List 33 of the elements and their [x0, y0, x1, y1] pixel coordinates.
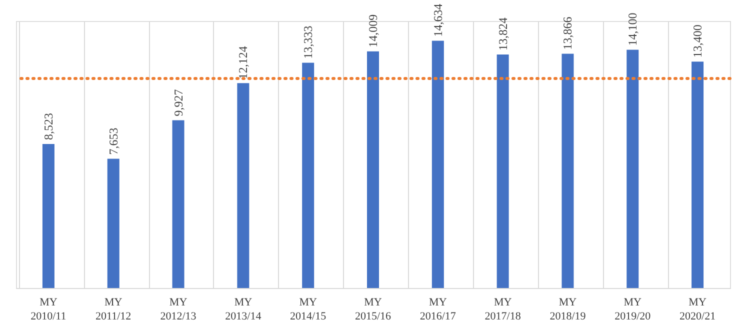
- x-tick-label: MY 2020/21: [680, 296, 716, 322]
- x-tick-label: MY 2014/15: [290, 296, 327, 322]
- bar: [42, 144, 54, 288]
- data-label: 14,009: [366, 14, 380, 48]
- x-tick-label: MY 2010/11: [30, 296, 66, 322]
- data-label: 12,124: [236, 46, 250, 80]
- bar: [172, 120, 184, 288]
- bar: [496, 54, 509, 288]
- x-tick-label: MY 2017/18: [484, 296, 522, 322]
- data-label: 14,634: [430, 4, 445, 37]
- bar: [367, 51, 379, 288]
- x-tick-label: MY 2015/16: [354, 296, 392, 322]
- data-label: 8,523: [41, 113, 56, 140]
- x-tick-label: MY 2018/19: [550, 296, 586, 322]
- data-label: 7,653: [106, 128, 120, 155]
- bar: [302, 62, 314, 288]
- data-label: 13,866: [560, 16, 575, 50]
- data-label: 14,100: [626, 12, 640, 46]
- bar: [237, 83, 250, 288]
- bar: [562, 54, 574, 288]
- x-tick-label: MY 2019/20: [614, 296, 652, 322]
- data-label: 9,927: [171, 89, 186, 116]
- x-tick-label: MY 2013/14: [225, 296, 262, 322]
- bar: [692, 62, 704, 288]
- bar: [626, 50, 639, 288]
- bar: [107, 158, 120, 288]
- x-tick-label: MY 2016/17: [420, 296, 456, 322]
- data-label: 13,400: [690, 24, 705, 58]
- x-tick-label: MY 2012/13: [160, 296, 197, 322]
- bar: [432, 40, 444, 288]
- x-tick-label: MY 2011/12: [96, 296, 132, 322]
- data-label: 13,824: [496, 17, 510, 50]
- data-label: 13,333: [301, 26, 316, 59]
